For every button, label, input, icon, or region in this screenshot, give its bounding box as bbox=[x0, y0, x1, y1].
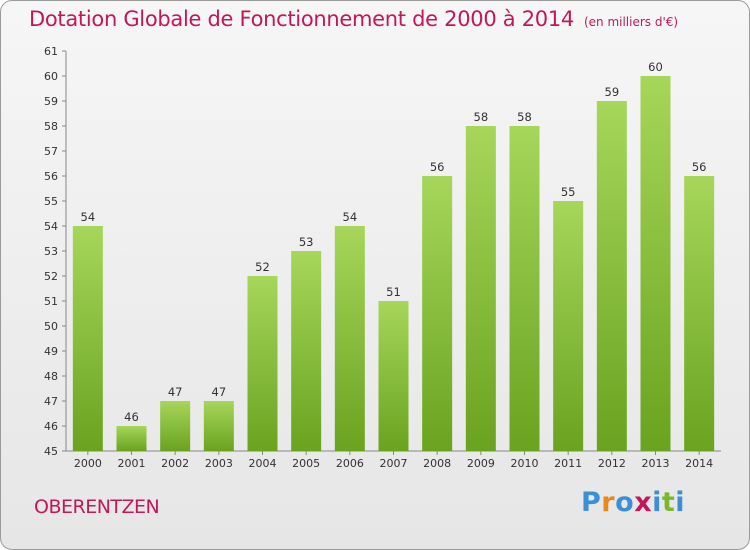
x-tick-label: 2010 bbox=[511, 457, 539, 470]
value-label: 56 bbox=[692, 160, 707, 174]
bar bbox=[72, 226, 103, 451]
bar bbox=[116, 426, 147, 451]
value-label: 58 bbox=[517, 110, 532, 124]
y-tick-label: 53 bbox=[44, 245, 58, 258]
value-label: 54 bbox=[81, 210, 96, 224]
x-tick-label: 2001 bbox=[118, 457, 146, 470]
proxiti-logo: Proxiti bbox=[581, 487, 685, 518]
y-tick-label: 52 bbox=[44, 270, 58, 283]
bar bbox=[509, 126, 540, 451]
y-tick-label: 54 bbox=[44, 220, 58, 233]
bar bbox=[684, 176, 715, 451]
y-tick-label: 49 bbox=[44, 345, 58, 358]
x-tick-label: 2000 bbox=[74, 457, 102, 470]
value-label: 58 bbox=[474, 110, 489, 124]
value-label: 53 bbox=[299, 235, 314, 249]
x-tick-label: 2013 bbox=[642, 457, 670, 470]
bar bbox=[596, 101, 627, 451]
value-label: 51 bbox=[386, 285, 401, 299]
bar bbox=[640, 76, 671, 451]
y-tick-label: 48 bbox=[44, 370, 58, 383]
y-tick-label: 50 bbox=[44, 320, 58, 333]
value-label: 54 bbox=[343, 210, 358, 224]
x-tick-label: 2002 bbox=[161, 457, 189, 470]
bar bbox=[553, 201, 584, 451]
bar bbox=[334, 226, 365, 451]
chart-bars bbox=[72, 76, 715, 451]
logo-letter: t bbox=[661, 487, 676, 518]
y-tick-label: 59 bbox=[44, 95, 58, 108]
value-label: 60 bbox=[648, 60, 663, 74]
y-tick-label: 47 bbox=[44, 395, 58, 408]
bar bbox=[378, 301, 409, 451]
x-tick-label: 2006 bbox=[336, 457, 364, 470]
x-tick-label: 2004 bbox=[249, 457, 277, 470]
x-tick-label: 2008 bbox=[423, 457, 451, 470]
chart-title-text: Dotation Globale de Fonctionnement de 20… bbox=[29, 7, 574, 31]
value-label: 46 bbox=[124, 410, 139, 424]
commune-name: OBERENTZEN bbox=[34, 496, 160, 518]
logo-letter: i bbox=[675, 487, 686, 518]
chart-subtitle: (en milliers d'€) bbox=[583, 15, 679, 29]
logo-letter: r bbox=[601, 487, 616, 518]
logo-letter: P bbox=[581, 487, 602, 518]
value-label: 55 bbox=[561, 185, 576, 199]
y-tick-label: 60 bbox=[44, 70, 58, 83]
x-tick-label: 2012 bbox=[598, 457, 626, 470]
logo-letter: i bbox=[652, 487, 662, 518]
y-tick-label: 57 bbox=[44, 145, 58, 158]
x-tick-label: 2005 bbox=[292, 457, 320, 470]
value-label: 56 bbox=[430, 160, 445, 174]
value-label: 52 bbox=[255, 260, 270, 274]
bar bbox=[422, 176, 453, 451]
y-tick-label: 56 bbox=[44, 170, 58, 183]
bar bbox=[465, 126, 496, 451]
x-tick-label: 2009 bbox=[467, 457, 495, 470]
value-label: 59 bbox=[605, 85, 620, 99]
y-tick-label: 45 bbox=[44, 445, 58, 458]
x-tick-label: 2007 bbox=[380, 457, 408, 470]
bar bbox=[291, 251, 322, 451]
value-label: 47 bbox=[212, 385, 227, 399]
y-tick-label: 51 bbox=[44, 295, 58, 308]
logo-letter: o bbox=[615, 487, 635, 518]
x-tick-label: 2003 bbox=[205, 457, 233, 470]
x-tick-label: 2014 bbox=[685, 457, 713, 470]
value-label: 47 bbox=[168, 385, 183, 399]
y-tick-label: 55 bbox=[44, 195, 58, 208]
bar bbox=[247, 276, 278, 451]
x-tick-label: 2011 bbox=[554, 457, 582, 470]
chart-labels: 2000 54 2001 46 2002 47 2003 47 2004 52 2005 53 2006… bbox=[74, 60, 713, 470]
logo-letter: x bbox=[634, 487, 653, 518]
bar bbox=[160, 401, 191, 451]
bar bbox=[203, 401, 234, 451]
y-tick-label: 58 bbox=[44, 120, 58, 133]
y-tick-label: 61 bbox=[44, 45, 58, 58]
chart-title: Dotation Globale de Fonctionnement de 20… bbox=[29, 7, 678, 31]
chart-axes: 45 46 47 48 49 50 51 52 53 54 55 56 57 58 59 60 61 bbox=[44, 45, 721, 458]
y-tick-label: 46 bbox=[44, 420, 58, 433]
